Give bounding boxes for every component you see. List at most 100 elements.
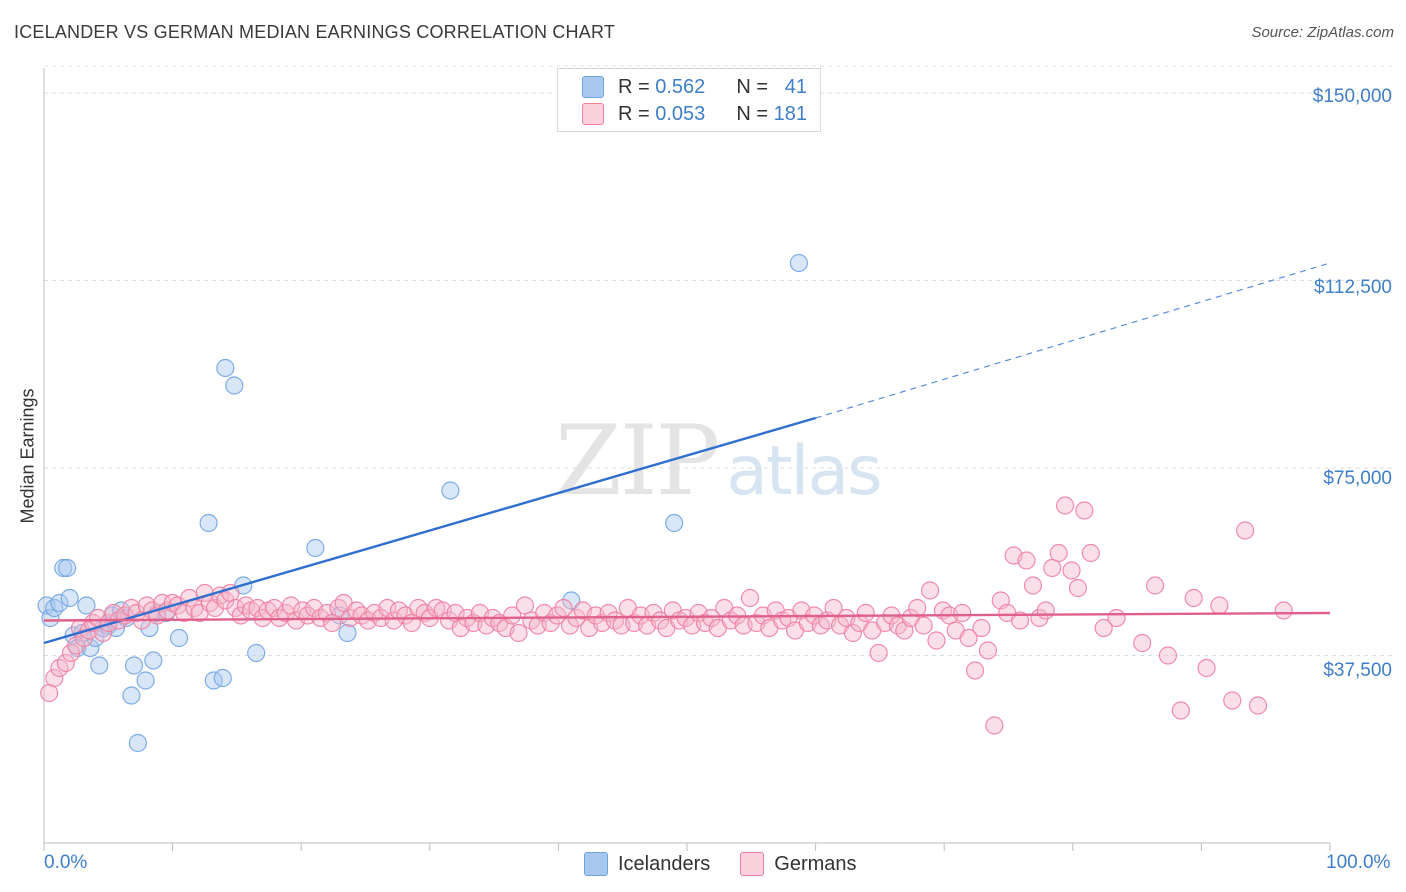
german-point xyxy=(856,603,875,623)
icelander-point xyxy=(225,376,244,395)
german-point xyxy=(1171,701,1190,720)
y-axis-label: Median Earnings xyxy=(17,388,38,524)
icelander-trend-line xyxy=(43,416,816,645)
german-point xyxy=(1248,696,1268,715)
icelander-point xyxy=(338,623,357,643)
german-point xyxy=(1236,521,1255,540)
icelander-point xyxy=(45,598,64,618)
watermark-atlas: atlas xyxy=(726,432,882,511)
german-point xyxy=(1081,543,1100,563)
german-point xyxy=(1049,543,1068,563)
icelander-point xyxy=(789,253,808,273)
icelander-trend-extension xyxy=(815,262,1331,419)
x-tick-label-min: 0.0% xyxy=(44,852,88,873)
german-point xyxy=(1223,691,1242,710)
german-point xyxy=(509,623,528,643)
icelander-point xyxy=(41,608,60,628)
source-credit: Source: ZipAtlas.com xyxy=(1251,24,1394,41)
legend-swatch-icelanders xyxy=(582,76,604,98)
watermark-zip: ZIP xyxy=(555,405,720,517)
german-point xyxy=(317,603,337,623)
german-point xyxy=(1184,588,1203,608)
german-point xyxy=(515,596,535,615)
icelander-point xyxy=(50,593,69,613)
german-point xyxy=(985,716,1004,735)
german-point xyxy=(236,596,256,615)
icelander-point xyxy=(122,686,141,705)
legend-label-icelanders: Icelanders xyxy=(618,852,711,875)
x-tick-label-max: 100.0% xyxy=(1326,852,1391,873)
icelander-point xyxy=(58,558,77,578)
icelander-point xyxy=(216,358,235,378)
german-trend-line xyxy=(43,611,1331,622)
german-point xyxy=(548,606,567,625)
icelander-point xyxy=(136,671,155,690)
icelander-point xyxy=(213,668,232,688)
german-point xyxy=(1023,576,1043,595)
icelander-point xyxy=(306,538,325,558)
german-point xyxy=(959,628,978,648)
icelander-point xyxy=(60,588,79,608)
german-point xyxy=(843,623,862,643)
german-point xyxy=(920,581,940,600)
german-point xyxy=(45,668,64,688)
icelander-point xyxy=(247,643,266,663)
german-point xyxy=(1068,578,1088,598)
german-point xyxy=(927,631,946,650)
german-point xyxy=(978,641,998,660)
german-point xyxy=(1036,601,1055,620)
german-point xyxy=(953,603,972,623)
legend-r-label: R = xyxy=(618,102,650,125)
german-point xyxy=(1107,608,1126,628)
german-point xyxy=(908,598,927,618)
german-point xyxy=(1043,558,1062,578)
icelander-point xyxy=(54,558,73,578)
icelander-point xyxy=(124,656,144,675)
german-point xyxy=(1133,633,1152,653)
german-point xyxy=(329,598,348,618)
german-point xyxy=(1062,561,1081,580)
legend-label-germans: Germans xyxy=(774,852,857,875)
legend-r-value: 0.562 xyxy=(655,75,706,98)
german-point xyxy=(1197,658,1216,678)
legend-n-value: 181 xyxy=(773,102,807,125)
icelander-point xyxy=(199,513,218,533)
legend-r-value: 0.053 xyxy=(655,102,706,125)
legend-swatch-germans xyxy=(582,103,604,125)
german-point xyxy=(286,611,306,630)
y-tick-label-112500: $112,500 xyxy=(1314,277,1392,298)
legend-swatch-icelanders xyxy=(584,852,608,876)
y-tick-label-75000: $75,000 xyxy=(1323,468,1392,489)
german-point xyxy=(740,588,760,608)
german-point xyxy=(1055,496,1075,515)
legend-item-icelanders[interactable]: Icelanders xyxy=(584,852,710,876)
german-point xyxy=(1017,551,1036,570)
german-point xyxy=(1010,611,1030,630)
german-point xyxy=(1094,618,1113,638)
german-point xyxy=(965,661,985,680)
icelander-point xyxy=(77,596,96,615)
german-point xyxy=(67,636,86,655)
icelander-point xyxy=(128,733,147,753)
y-tick-label-150000: $150,000 xyxy=(1312,86,1392,107)
german-point xyxy=(1158,646,1178,665)
series-legend: Icelanders Germans xyxy=(584,852,887,876)
legend-n-label: N = xyxy=(736,75,769,98)
german-point xyxy=(1210,596,1229,615)
icelander-point xyxy=(90,656,109,675)
german-point xyxy=(869,643,888,663)
german-point xyxy=(914,616,933,635)
icelander-point xyxy=(441,481,460,500)
y-tick-label-37500: $37,500 xyxy=(1323,660,1392,681)
icelander-point xyxy=(562,591,581,610)
icelander-point xyxy=(144,651,163,670)
legend-n-label: N = xyxy=(736,102,769,125)
icelander-point xyxy=(169,628,189,648)
chart-title: ICELANDER VS GERMAN MEDIAN EARNINGS CORR… xyxy=(14,22,616,42)
german-point xyxy=(503,606,522,625)
legend-n-value: 41 xyxy=(784,75,807,98)
legend-item-germans[interactable]: Germans xyxy=(740,852,857,876)
german-point xyxy=(702,608,721,628)
german-point xyxy=(56,653,75,673)
